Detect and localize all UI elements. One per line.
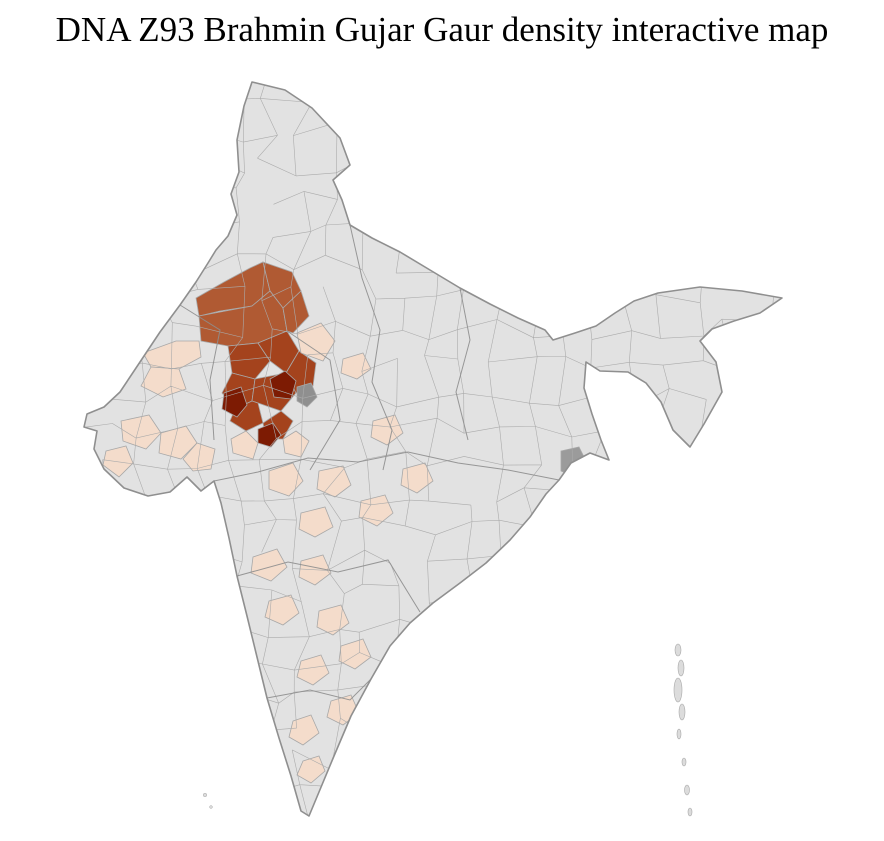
map-district-low[interactable] — [120, 414, 162, 450]
map-district-highest[interactable] — [269, 370, 297, 400]
map-district-low[interactable] — [230, 430, 259, 460]
page-title: DNA Z93 Brahmin Gujar Gaur density inter… — [55, 10, 829, 49]
map-district-low[interactable] — [140, 366, 187, 398]
map-district-low[interactable] — [400, 462, 434, 494]
map-district-low[interactable] — [296, 322, 336, 362]
islands-layer — [202, 643, 693, 817]
islet-dot — [209, 805, 213, 809]
district-regions-layer — [102, 261, 588, 784]
island-shape — [673, 677, 683, 703]
map-district-high[interactable] — [227, 342, 271, 380]
map-district-low[interactable] — [268, 462, 304, 497]
island-shape — [674, 643, 682, 657]
island-shape — [677, 659, 685, 677]
map-district-low[interactable] — [296, 654, 330, 686]
island-shape — [684, 784, 690, 796]
map-district-medium[interactable] — [282, 290, 310, 334]
map-district-urban[interactable] — [296, 382, 318, 408]
state-boundary-lines — [179, 224, 560, 701]
map-district-low[interactable] — [316, 604, 350, 636]
map-district-low[interactable] — [340, 352, 372, 380]
map-district-low[interactable] — [370, 414, 404, 446]
island-shape — [678, 703, 686, 721]
map-district-low[interactable] — [282, 430, 310, 458]
island-shape — [687, 807, 693, 817]
map-district-low[interactable] — [250, 548, 288, 582]
islet-dot — [202, 792, 208, 798]
map-district-highest[interactable] — [221, 386, 248, 418]
map-district-low[interactable] — [298, 506, 334, 538]
map-district-highest[interactable] — [257, 422, 282, 448]
map-district-low[interactable] — [316, 465, 352, 498]
island-shape — [681, 757, 687, 767]
island-shape — [676, 728, 682, 740]
